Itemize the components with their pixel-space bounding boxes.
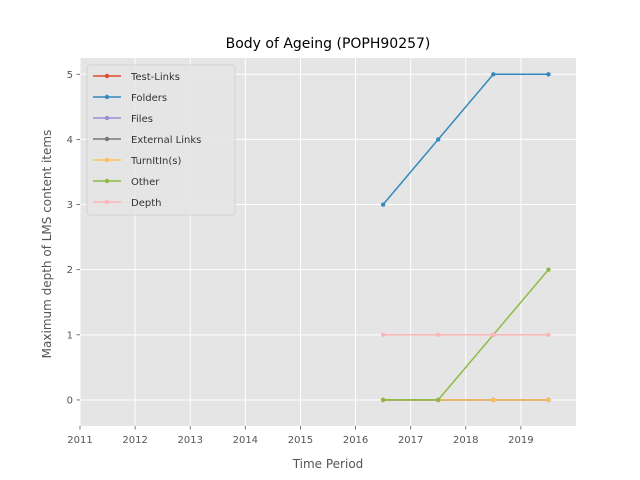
y-axis-label: Maximum depth of LMS content items [40, 130, 54, 359]
x-tick-label: 2015 [288, 435, 313, 446]
legend: Test-Links Folders Files External Links Turn… [86, 64, 236, 216]
legend-marker [104, 94, 110, 100]
chart-title: Body of Ageing (POPH90257) [226, 36, 431, 52]
x-tick-label: 2017 [398, 435, 423, 446]
legend-item-depth: Depth [93, 198, 161, 209]
data-point-other [436, 397, 441, 403]
y-tick-label: 0 [67, 395, 73, 406]
data-point-depth [546, 332, 551, 338]
legend-item-external-links: External Links [93, 135, 201, 146]
legend-marker [104, 136, 110, 142]
y-tick-label: 1 [67, 330, 73, 341]
legend-label: Other [131, 177, 160, 188]
data-point-other [546, 267, 551, 272]
y-tick-label: 3 [67, 200, 73, 211]
data-point-turnitin-s [491, 397, 496, 403]
x-tick-label: 2013 [177, 435, 202, 446]
y-tick-label: 5 [67, 70, 73, 81]
legend-label: External Links [131, 135, 201, 146]
legend-item-folders: Folders [93, 93, 167, 104]
legend-marker [104, 157, 110, 163]
y-axis: 0 1 2 3 4 5 [67, 70, 80, 406]
x-tick-label: 2014 [233, 435, 258, 446]
legend-label: Files [131, 114, 153, 125]
series-folders [380, 72, 551, 207]
series-layer [380, 72, 551, 403]
series-line-folders [382, 73, 549, 205]
legend-marker [104, 115, 110, 121]
data-point-folders [380, 202, 386, 207]
legend-marker [104, 178, 110, 184]
legend-marker [104, 199, 110, 205]
legend-marker [104, 73, 110, 79]
legend-label: Depth [131, 198, 161, 209]
x-tick-label: 2019 [508, 435, 533, 446]
data-point-depth [436, 332, 441, 338]
data-point-depth [380, 332, 386, 338]
data-point-folders [491, 72, 496, 77]
legend-label: Test-Links [130, 72, 180, 83]
data-point-folders [546, 72, 551, 77]
data-point-turnitin-s [546, 397, 551, 403]
y-tick-label: 2 [67, 265, 73, 276]
legend-item-files: Files [93, 114, 153, 125]
legend-item-turnitin-s: TurnItIn(s) [93, 156, 181, 167]
series-depth [380, 332, 551, 338]
legend-item-test-links: Test-Links [93, 72, 180, 83]
x-tick-label: 2018 [453, 435, 478, 446]
x-axis: 2011 2012 2013 2014 2015 2016 2017 2018 2019 [67, 426, 534, 446]
legend-item-other: Other [93, 177, 160, 188]
legend-label: Folders [131, 93, 167, 104]
x-tick-label: 2011 [67, 435, 92, 446]
legend-box [86, 64, 236, 216]
legend-label: TurnItIn(s) [130, 156, 181, 167]
data-point-depth [491, 332, 496, 338]
data-point-other [380, 397, 386, 403]
data-point-folders [436, 137, 441, 142]
x-axis-label: Time Period [292, 457, 364, 471]
y-tick-label: 4 [67, 135, 73, 146]
series-line-other [383, 269, 549, 401]
x-tick-label: 2016 [343, 435, 368, 446]
x-tick-label: 2012 [122, 435, 147, 446]
